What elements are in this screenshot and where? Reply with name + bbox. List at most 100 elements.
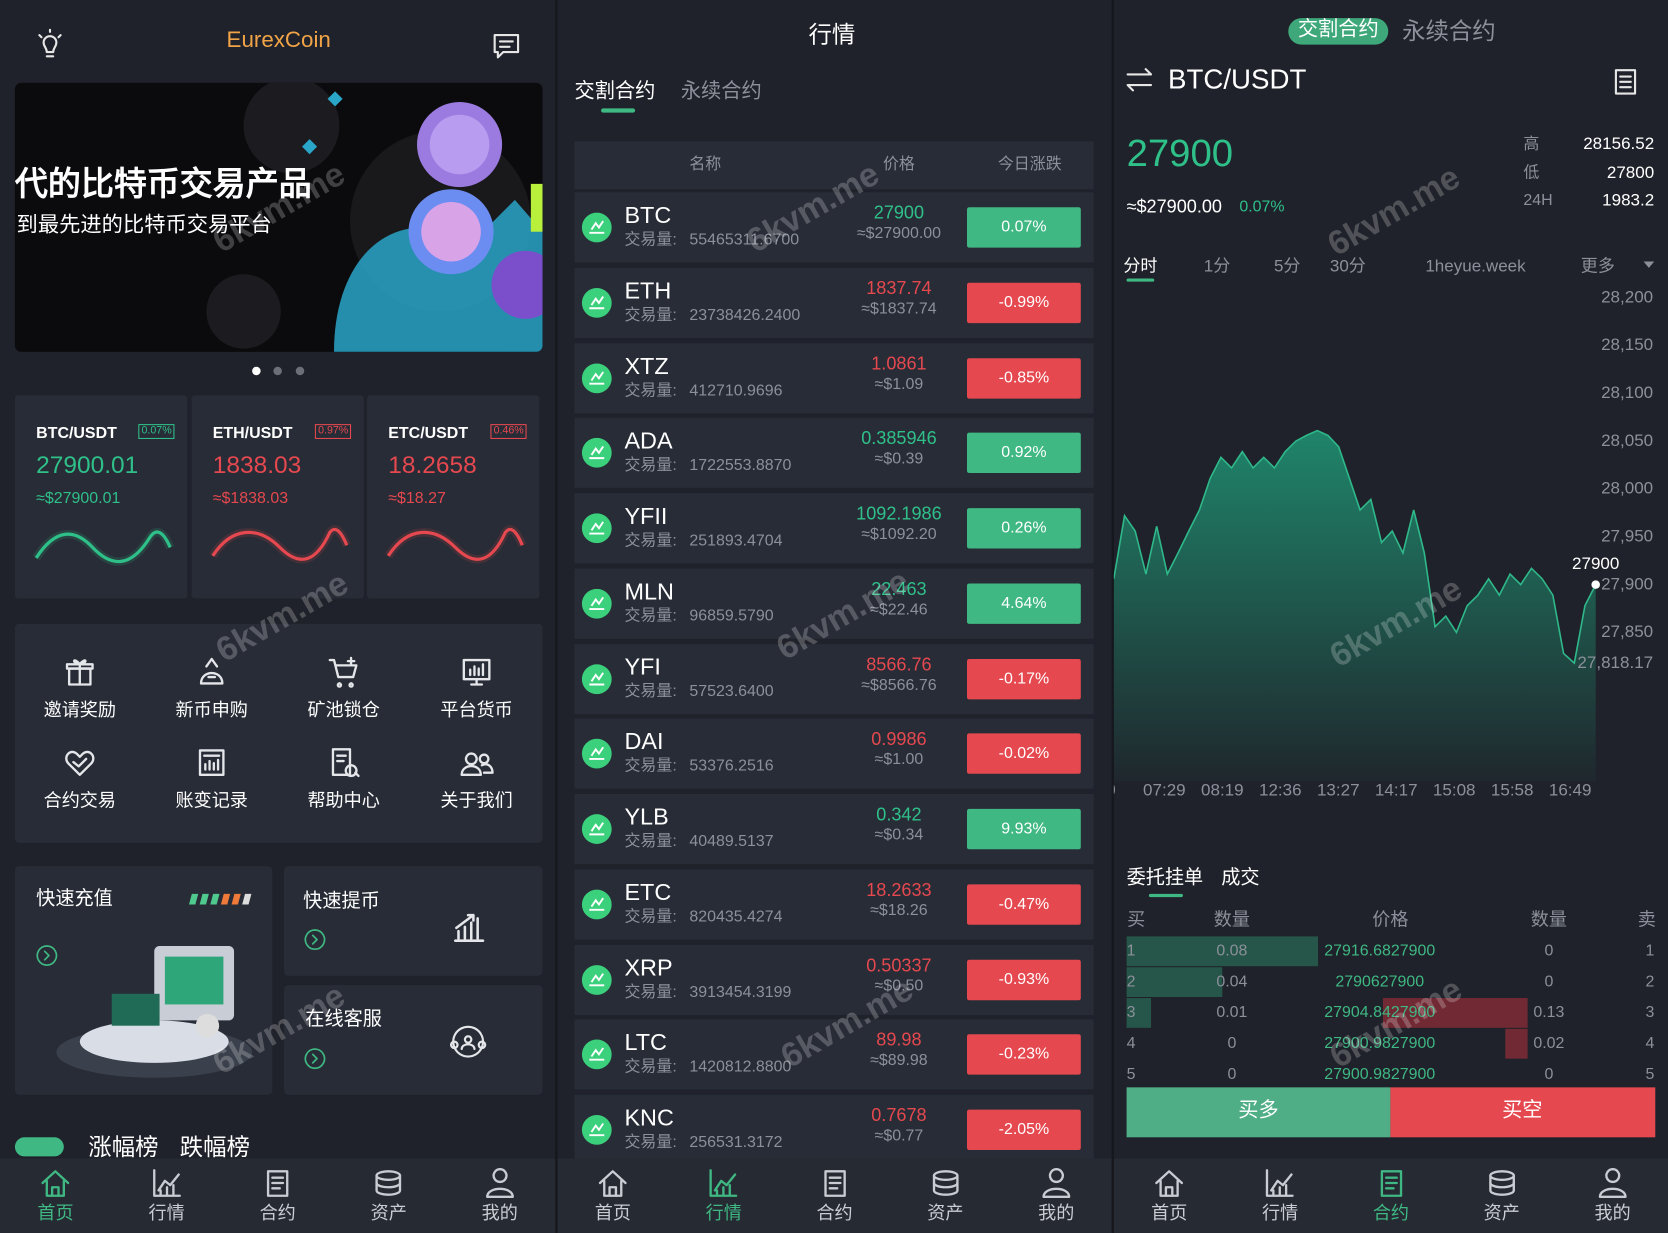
- menu-label[interactable]: 关于我们: [440, 790, 513, 811]
- volume-label: 交易量:: [624, 606, 677, 625]
- caret: [1643, 261, 1655, 268]
- coin-price: 0.342: [876, 804, 922, 825]
- interval-tab[interactable]: 1heyue.week: [1425, 257, 1526, 276]
- nav-label[interactable]: 我的: [481, 1202, 518, 1224]
- last-point-label: 27900: [1572, 555, 1620, 574]
- nav-label[interactable]: 首页: [594, 1202, 631, 1224]
- icon-shape: [328, 658, 358, 679]
- rank-tab[interactable]: 跌幅榜: [179, 1133, 251, 1161]
- interval-tab[interactable]: 更多: [1580, 257, 1615, 276]
- nav-label[interactable]: 首页: [1151, 1202, 1188, 1224]
- service-card[interactable]: [284, 985, 543, 1095]
- coin-usd: ≈$1092.20: [861, 525, 937, 544]
- y-tick-label: 27,818.17: [1577, 653, 1654, 672]
- deco: [195, 1014, 220, 1038]
- icon-shape: [311, 1053, 318, 1064]
- banner-art: [206, 82, 543, 352]
- menu-label[interactable]: 账变记录: [175, 790, 248, 811]
- menu-icon: [65, 750, 95, 777]
- coin-eth-face: [429, 114, 490, 175]
- coin-icon: [581, 588, 612, 619]
- book-sell-index: 1: [1645, 941, 1655, 960]
- menu-label[interactable]: 新币申购: [175, 700, 248, 721]
- last-point: [1591, 580, 1600, 589]
- change-box: -0.17%: [966, 658, 1081, 699]
- change-box: -0.99%: [966, 282, 1081, 323]
- volume-value: 40489.5137: [689, 832, 774, 851]
- book-price: 2790627900: [1335, 972, 1425, 991]
- book-tab[interactable]: 委托挂单: [1126, 866, 1204, 888]
- nav-label[interactable]: 资产: [1483, 1202, 1520, 1224]
- icon-shape: [204, 758, 220, 771]
- coin-icon: [581, 738, 612, 769]
- coin-symbol: KNC: [624, 1104, 674, 1131]
- coin-price: 89.98: [876, 1030, 922, 1051]
- nav-label[interactable]: 行情: [705, 1202, 742, 1224]
- change-value: -0.17%: [998, 669, 1050, 688]
- nav-label[interactable]: 我的: [1038, 1202, 1075, 1224]
- change-box: -0.02%: [966, 733, 1081, 775]
- buy-long-button[interactable]: 买多: [1126, 1087, 1391, 1138]
- book-sell-qty: 0.02: [1533, 1034, 1565, 1053]
- deco: [243, 82, 340, 174]
- menu-label[interactable]: 邀请奖励: [43, 700, 116, 721]
- nav-label[interactable]: 行情: [148, 1202, 185, 1224]
- book-tab[interactable]: 成交: [1221, 866, 1260, 888]
- interval-tab[interactable]: 分时: [1123, 257, 1158, 276]
- nav-label[interactable]: 合约: [259, 1202, 296, 1224]
- withdraw-card[interactable]: [284, 866, 543, 976]
- nav-icon: [1598, 1168, 1627, 1198]
- interval-tab[interactable]: 30分: [1329, 257, 1366, 276]
- coin-icon-bg: [581, 1039, 612, 1070]
- coin-icon-glyph: [589, 746, 605, 761]
- rank-tab[interactable]: 涨幅榜: [88, 1133, 159, 1161]
- icon-shape: [1605, 1168, 1621, 1184]
- ticker-card[interactable]: ETC/USDT 0.46% 18.2658 ≈$18.27: [367, 395, 540, 599]
- book-buy-index: 2: [1126, 972, 1136, 991]
- menu-label[interactable]: 矿池锁仓: [307, 700, 380, 721]
- nav-label[interactable]: 合约: [816, 1202, 853, 1224]
- bulb-icon: [38, 28, 62, 58]
- nav-label[interactable]: 行情: [1261, 1202, 1299, 1224]
- contract-tab[interactable]: 交割合约: [1297, 18, 1379, 42]
- menu-label[interactable]: 帮助中心: [307, 790, 380, 811]
- ticker-card[interactable]: ETH/USDT 0.97% 1838.03 ≈$1838.03: [191, 395, 364, 599]
- ticker-pair: ETH/USDT: [212, 424, 293, 443]
- book-price: 27904.8427900: [1324, 1003, 1436, 1022]
- coin-symbol: XTZ: [624, 352, 669, 379]
- nav-label[interactable]: 我的: [1594, 1202, 1631, 1224]
- menu-label[interactable]: 合约交易: [43, 790, 116, 811]
- x-tick-label: 08:19: [1201, 781, 1244, 800]
- icon-shape: [344, 764, 360, 778]
- coin-icon: [581, 362, 612, 393]
- icon-shape: [38, 28, 62, 39]
- nav-icon: [823, 1170, 846, 1197]
- nav-label[interactable]: 合约: [1372, 1202, 1410, 1224]
- coin-usd: ≈$0.39: [874, 449, 924, 468]
- coin-icon: [581, 889, 612, 920]
- ticker-card[interactable]: BTC/USDT 0.07% 27900.01 ≈$27900.01: [14, 395, 188, 599]
- coin-btc-face: [421, 201, 481, 262]
- coin-icon-bg: [581, 964, 612, 995]
- interval-tab[interactable]: 5分: [1273, 257, 1301, 276]
- icon-shape: [932, 1181, 959, 1189]
- sell-short-button[interactable]: 买空: [1390, 1087, 1656, 1138]
- y-tick-label: 27,950: [1601, 527, 1654, 546]
- nav-label[interactable]: 资产: [927, 1202, 964, 1224]
- contract-tab[interactable]: 永续合约: [1402, 17, 1496, 45]
- market-tab[interactable]: 永续合约: [680, 80, 762, 103]
- coin-usd: ≈$18.26: [870, 901, 928, 920]
- coin-price: 27900: [873, 202, 925, 224]
- menu-label[interactable]: 平台货币: [440, 700, 513, 721]
- x-tick-label: 39: [1114, 781, 1116, 801]
- market-tab[interactable]: 交割合约: [574, 80, 656, 103]
- interval-tab[interactable]: 1分: [1203, 257, 1231, 276]
- icon-shape: [493, 34, 520, 59]
- nav-label[interactable]: 资产: [370, 1202, 407, 1224]
- icon-shape: [1270, 1173, 1293, 1192]
- y-tick-label: 27,900: [1601, 575, 1654, 594]
- nav-label[interactable]: 首页: [37, 1202, 74, 1224]
- coin-icon: [581, 964, 612, 995]
- icon-shape: [336, 754, 347, 763]
- coin-price: 1837.74: [866, 278, 932, 299]
